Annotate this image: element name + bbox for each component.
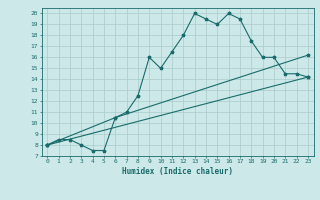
X-axis label: Humidex (Indice chaleur): Humidex (Indice chaleur) <box>122 167 233 176</box>
